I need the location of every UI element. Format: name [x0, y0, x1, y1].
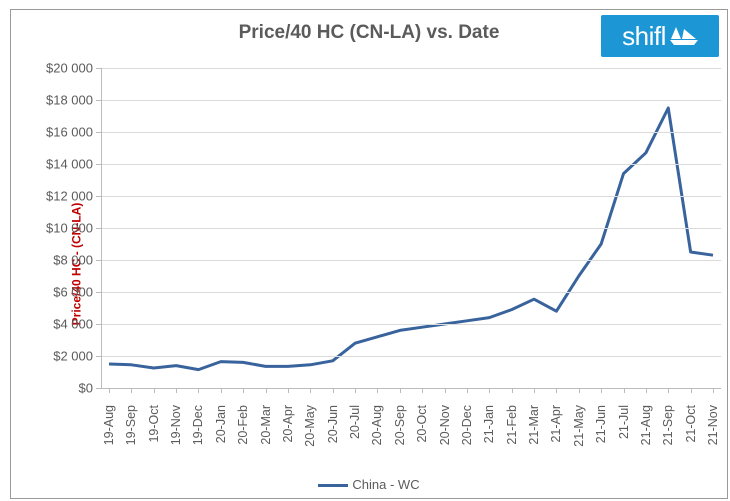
- plot-area: $0$2 000$4 000$6 000$8 000$10 000$12 000…: [101, 68, 721, 388]
- x-tick-label: 20-Sep: [393, 399, 407, 445]
- gridline: [101, 324, 721, 325]
- gridline: [101, 164, 721, 165]
- x-tick-mark: [445, 388, 446, 393]
- x-tick-label: 19-Aug: [102, 399, 116, 445]
- x-tick-mark: [624, 388, 625, 393]
- x-tick-mark: [221, 388, 222, 393]
- x-tick-label: 20-Feb: [236, 399, 250, 445]
- brand-logo-mark: [670, 23, 698, 50]
- x-tick-label: 21-Feb: [505, 399, 519, 445]
- x-tick-label: 20-Jul: [348, 399, 362, 439]
- y-tick-label: $14 000: [46, 157, 101, 172]
- x-tick-mark: [534, 388, 535, 393]
- x-tick-mark: [512, 388, 513, 393]
- x-tick-mark: [333, 388, 334, 393]
- x-tick-label: 21-Jan: [482, 399, 496, 443]
- x-tick-mark: [601, 388, 602, 393]
- x-tick-label: 20-Nov: [438, 399, 452, 445]
- x-tick-mark: [668, 388, 669, 393]
- x-tick-label: 19-Oct: [147, 399, 161, 443]
- x-tick-label: 19-Dec: [191, 399, 205, 445]
- x-tick-label: 21-Jul: [617, 399, 631, 439]
- y-tick-label: $4 000: [53, 317, 101, 332]
- legend: China - WC: [11, 477, 727, 492]
- x-tick-label: 21-Aug: [639, 399, 653, 445]
- x-tick-label: 20-Oct: [415, 399, 429, 443]
- y-tick-label: $8 000: [53, 253, 101, 268]
- x-tick-mark: [467, 388, 468, 393]
- x-tick-mark: [266, 388, 267, 393]
- x-tick-mark: [355, 388, 356, 393]
- x-tick-label: 20-Mar: [259, 399, 273, 445]
- x-tick-label: 20-Aug: [370, 399, 384, 445]
- x-tick-mark: [198, 388, 199, 393]
- y-tick-label: $16 000: [46, 125, 101, 140]
- x-tick-mark: [646, 388, 647, 393]
- brand-logo-text: shifl: [622, 21, 666, 52]
- x-tick-label: 21-Jun: [594, 399, 608, 443]
- y-tick-label: $18 000: [46, 93, 101, 108]
- gridline: [101, 260, 721, 261]
- y-tick-label: $10 000: [46, 221, 101, 236]
- y-tick-label: $12 000: [46, 189, 101, 204]
- x-tick-mark: [154, 388, 155, 393]
- x-tick-label: 20-Apr: [281, 399, 295, 443]
- x-tick-mark: [713, 388, 714, 393]
- y-tick-label: $2 000: [53, 349, 101, 364]
- x-tick-mark: [556, 388, 557, 393]
- x-tick-label: 21-Mar: [527, 399, 541, 445]
- x-tick-label: 21-Oct: [684, 399, 698, 443]
- x-tick-mark: [422, 388, 423, 393]
- x-tick-mark: [489, 388, 490, 393]
- x-tick-mark: [243, 388, 244, 393]
- x-axis-line: [101, 388, 721, 389]
- x-tick-label: 21-Apr: [549, 399, 563, 443]
- x-tick-label: 19-Nov: [169, 399, 183, 445]
- x-tick-label: 20-Dec: [460, 399, 474, 445]
- legend-label: China - WC: [352, 477, 419, 492]
- x-tick-mark: [377, 388, 378, 393]
- x-tick-mark: [131, 388, 132, 393]
- x-tick-mark: [176, 388, 177, 393]
- x-tick-label: 20-Jun: [326, 399, 340, 443]
- gridline: [101, 196, 721, 197]
- x-tick-label: 21-May: [572, 399, 586, 447]
- chart-frame: Price/40 HC (CN-LA) vs. Date shifl Price…: [10, 9, 728, 499]
- gridline: [101, 228, 721, 229]
- x-tick-label: 19-Sep: [124, 399, 138, 445]
- x-tick-label: 20-Jan: [214, 399, 228, 443]
- x-tick-label: 20-May: [303, 399, 317, 447]
- brand-logo: shifl: [601, 15, 719, 57]
- gridline: [101, 292, 721, 293]
- y-tick-label: $20 000: [46, 61, 101, 76]
- x-tick-mark: [400, 388, 401, 393]
- y-axis-line: [101, 68, 102, 388]
- x-tick-label: 21-Nov: [706, 399, 720, 445]
- gridline: [101, 356, 721, 357]
- x-tick-mark: [288, 388, 289, 393]
- x-tick-mark: [691, 388, 692, 393]
- gridline: [101, 100, 721, 101]
- gridline: [101, 68, 721, 69]
- x-tick-mark: [579, 388, 580, 393]
- y-tick-label: $6 000: [53, 285, 101, 300]
- legend-swatch: [318, 484, 348, 487]
- x-tick-label: 21-Sep: [661, 399, 675, 445]
- gridline: [101, 132, 721, 133]
- x-tick-mark: [109, 388, 110, 393]
- x-tick-mark: [310, 388, 311, 393]
